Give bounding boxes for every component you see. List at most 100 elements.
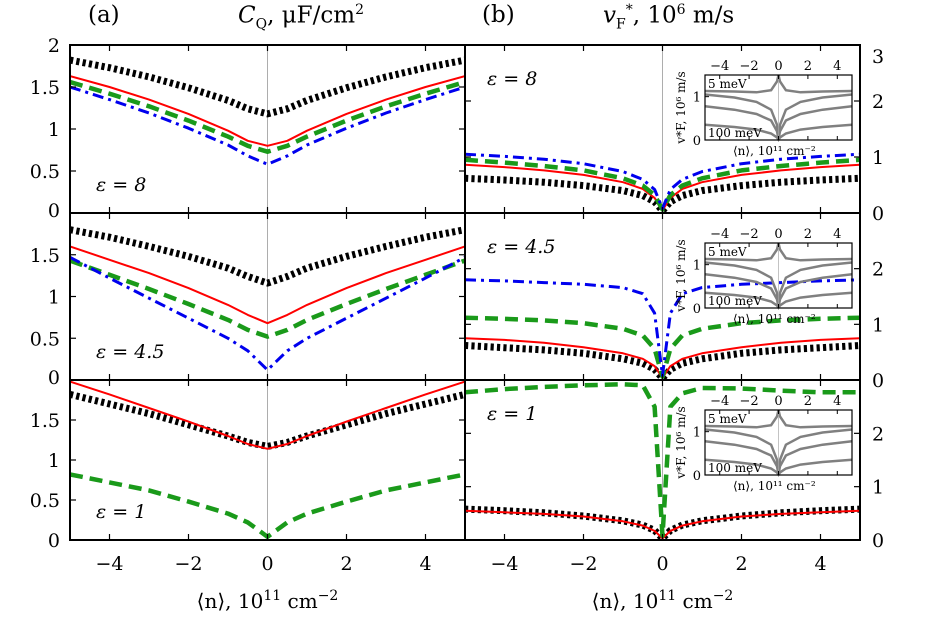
chart-panel-a-1: 0 0.5 1 1.5 ε = 4.5 <box>30 212 466 389</box>
inset-top-tick-label: 2 <box>804 227 812 242</box>
y-tick-label: 1 <box>872 477 884 499</box>
chart-panel-b-5: 0 1 2 ε = 1 −4 −2 0 2 4 1 0 5 meV 100 meV ⟨n⟩, 10¹¹ c… <box>464 379 884 552</box>
panel-a-label: (a) <box>88 2 120 28</box>
epsilon-annotation: ε = 4.5 <box>96 341 164 363</box>
inset-x-label: ⟨n⟩, 10¹¹ cm⁻² <box>733 479 816 493</box>
x-axis-label: ⟨n⟩, 1011 cm−2 <box>592 588 734 613</box>
chart-panel-b-4: 0 1 2 ε = 4.5 −4 −2 0 2 4 1 0 5 meV 100 meV ⟨n⟩, 10¹¹… <box>464 212 884 392</box>
x-axis-label-part: 11 <box>263 588 281 604</box>
epsilon-annotation: ε = 8 <box>96 174 146 196</box>
chart-panel-a-0: 0 0.5 1 1.5 2 ε = 8 <box>30 35 466 222</box>
inset-y-label: v*F, 10⁶ m/s <box>674 406 688 479</box>
y-tick-label: 0 <box>872 370 884 392</box>
x-tick-label: −4 <box>95 553 123 575</box>
series-line-blue <box>70 85 465 166</box>
x-axis-label: ⟨n⟩, 1011 cm−2 <box>197 588 339 613</box>
series-line-black <box>70 226 465 287</box>
y-tick-label: 0 <box>48 530 60 552</box>
inset-top-tick-label: −4 <box>710 59 729 74</box>
inset-top-tick-label: −2 <box>740 227 759 242</box>
y-tick-label: 1 <box>48 119 60 141</box>
x-axis-label-part: cm <box>281 589 318 613</box>
panel-a-title-rest: , μF/cm <box>267 2 356 29</box>
inset-note-5mev: 5 meV <box>708 77 747 91</box>
y-tick-label: 0 <box>872 203 884 225</box>
series-line-green <box>70 79 465 154</box>
inset-y-label: v*F, 10⁶ m/s <box>674 71 688 144</box>
x-tick-label: 0 <box>656 553 668 575</box>
panel-b-title-sub: F <box>616 16 626 33</box>
inset-y-tick-label: 0 <box>693 302 701 317</box>
inset-top-tick-label: 4 <box>833 394 841 409</box>
x-axis-label-part: cm <box>676 589 713 613</box>
panel-b-title-rest: , 10 <box>632 2 677 29</box>
inset-note-5mev: 5 meV <box>708 412 747 426</box>
panel-b-title-unit: m/s <box>685 2 735 29</box>
epsilon-annotation: ε = 8 <box>487 68 537 90</box>
inset-y-tick-label: 1 <box>693 259 701 274</box>
y-tick-label: 0 <box>48 200 60 222</box>
inset-top-tick-label: 2 <box>804 394 812 409</box>
x-tick-label: 4 <box>814 553 826 575</box>
x-axis-label-part: −2 <box>713 588 734 604</box>
x-axis-label-part: ⟨n⟩, 10 <box>197 589 264 613</box>
y-tick-label: 1 <box>872 147 884 169</box>
inset-top-tick-label: 0 <box>774 394 782 409</box>
panel-a-title-symbol: C <box>238 2 256 29</box>
inset-note-5mev: 5 meV <box>708 245 747 259</box>
y-tick-label: 2 <box>872 91 884 113</box>
chart-panel-b-3: 0 1 2 3 ε = 8 −4 −2 0 2 4 1 0 5 meV 100 meV ⟨n⟩, 10¹¹ … <box>464 44 884 225</box>
inset-top-tick-label: 0 <box>774 59 782 74</box>
y-tick-label: 1 <box>48 287 60 309</box>
y-tick-label: 1.5 <box>30 77 60 99</box>
x-tick-label: −2 <box>174 553 202 575</box>
y-tick-label: 1 <box>872 314 884 336</box>
inset-top-tick-label: 0 <box>774 227 782 242</box>
panel-b-title-sup: * <box>625 2 633 18</box>
inset-y-tick-label: 1 <box>693 426 701 441</box>
chart-panel-a-2: 0 0.5 1 1.5 ε = 1 <box>30 379 466 552</box>
y-tick-label: 0.5 <box>30 161 60 183</box>
y-tick-label: 3 <box>872 46 884 68</box>
panel-b-title-sup2: 6 <box>676 2 686 18</box>
inset-top-tick-label: −4 <box>710 394 729 409</box>
inset-top-tick-label: 4 <box>833 227 841 242</box>
inset-plot: −4 −2 0 2 4 1 0 5 meV 100 meV ⟨n⟩, 10¹¹ cm⁻² v*F, … <box>674 59 853 158</box>
inset-x-label: ⟨n⟩, 10¹¹ cm⁻² <box>733 144 816 158</box>
series-line-green <box>70 258 465 339</box>
x-tick-label: 0 <box>261 553 273 575</box>
inset-top-tick-label: 4 <box>833 59 841 74</box>
inset-top-tick-label: −4 <box>710 227 729 242</box>
y-tick-label: 1.5 <box>30 245 60 267</box>
panel-b-title-symbol: v <box>603 2 616 29</box>
y-tick-label: 0.5 <box>30 328 60 350</box>
panel-a-title: CQ, μF/cm2 <box>238 2 364 32</box>
series-line-blue <box>70 255 465 372</box>
panel-a-title-sup: 2 <box>355 2 364 18</box>
inset-plot: −4 −2 0 2 4 1 0 5 meV 100 meV ⟨n⟩, 10¹¹ cm⁻² v*F, … <box>674 394 853 493</box>
series-line-red <box>70 380 465 450</box>
panel-b-title: vF*, 106 m/s <box>603 2 734 32</box>
x-tick-label: 2 <box>735 553 747 575</box>
inset-top-tick-label: 2 <box>804 59 812 74</box>
inset-top-tick-label: −2 <box>740 394 759 409</box>
inset-note-100mev: 100 meV <box>708 126 762 140</box>
inset-y-tick-label: 1 <box>693 91 701 106</box>
series-line-black <box>465 174 860 213</box>
x-axis-label-part: −2 <box>318 588 339 604</box>
y-tick-label: 0 <box>872 530 884 552</box>
epsilon-annotation: ε = 1 <box>96 501 146 523</box>
inset-note-100mev: 100 meV <box>708 461 762 475</box>
x-tick-label: −2 <box>569 553 597 575</box>
inset-y-tick-label: 0 <box>693 469 701 484</box>
panel-a-title-sub: Q <box>255 16 268 33</box>
inset-top-tick-label: −2 <box>740 59 759 74</box>
x-tick-label: 4 <box>419 553 431 575</box>
y-tick-label: 2 <box>48 35 60 57</box>
x-tick-label: −4 <box>490 553 518 575</box>
y-tick-label: 2 <box>872 423 884 445</box>
inset-note-100mev: 100 meV <box>708 294 762 308</box>
inset-y-label: v*F, 10⁶ m/s <box>674 239 688 312</box>
epsilon-annotation: ε = 4.5 <box>487 236 555 258</box>
